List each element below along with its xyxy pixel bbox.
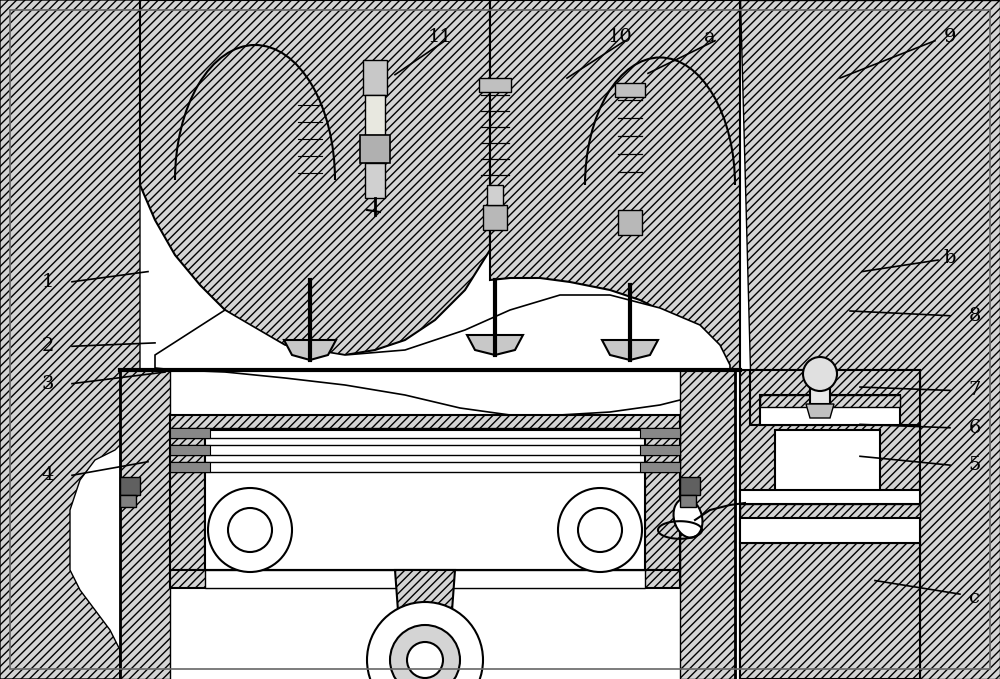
Polygon shape <box>640 445 680 455</box>
Text: 1: 1 <box>42 273 54 291</box>
Bar <box>680 495 696 507</box>
Bar <box>360 135 390 163</box>
Bar <box>740 490 920 504</box>
Polygon shape <box>284 340 336 360</box>
Text: 8: 8 <box>969 307 981 325</box>
Bar <box>760 395 900 407</box>
Polygon shape <box>205 570 645 588</box>
Circle shape <box>390 625 460 679</box>
Polygon shape <box>640 462 680 472</box>
Bar <box>740 518 920 543</box>
Polygon shape <box>680 370 735 679</box>
Bar <box>760 395 900 425</box>
Text: a: a <box>704 29 716 46</box>
Circle shape <box>367 602 483 679</box>
Bar <box>363 60 387 95</box>
Polygon shape <box>467 335 523 355</box>
Bar <box>487 185 503 205</box>
Bar <box>740 504 920 518</box>
Bar <box>479 78 511 92</box>
Text: 7: 7 <box>969 382 981 399</box>
Circle shape <box>803 357 837 391</box>
Text: 3: 3 <box>42 375 54 392</box>
Polygon shape <box>205 430 645 570</box>
Circle shape <box>208 488 292 572</box>
Polygon shape <box>740 0 1000 679</box>
Polygon shape <box>170 428 210 438</box>
Bar <box>483 205 507 230</box>
Polygon shape <box>170 462 210 472</box>
Text: 9: 9 <box>944 29 956 46</box>
Circle shape <box>228 508 272 552</box>
Bar <box>365 95 385 135</box>
Polygon shape <box>395 570 455 679</box>
Bar <box>120 495 136 507</box>
Polygon shape <box>170 415 680 467</box>
Polygon shape <box>806 404 834 418</box>
Text: 4: 4 <box>42 466 54 484</box>
Polygon shape <box>155 295 730 415</box>
Polygon shape <box>140 0 490 355</box>
Polygon shape <box>0 0 140 679</box>
Polygon shape <box>602 340 658 360</box>
Polygon shape <box>645 430 680 570</box>
Bar <box>680 477 700 495</box>
Polygon shape <box>640 428 680 438</box>
Text: 5: 5 <box>969 456 981 474</box>
Text: b: b <box>944 249 956 267</box>
Bar <box>618 210 642 235</box>
Text: 2: 2 <box>42 337 54 355</box>
Bar <box>365 163 385 198</box>
Polygon shape <box>490 0 740 370</box>
Bar <box>615 83 645 97</box>
Bar <box>750 370 920 425</box>
Bar <box>810 374 830 404</box>
Ellipse shape <box>674 498 702 538</box>
Polygon shape <box>120 370 170 679</box>
Polygon shape <box>170 570 680 588</box>
Polygon shape <box>170 445 210 455</box>
Text: 11: 11 <box>428 29 452 46</box>
Circle shape <box>558 488 642 572</box>
Bar <box>120 477 140 495</box>
Bar <box>740 543 920 679</box>
Polygon shape <box>170 430 205 570</box>
Circle shape <box>578 508 622 552</box>
Text: 6: 6 <box>969 419 981 437</box>
Bar <box>775 430 880 679</box>
Text: c: c <box>970 589 980 606</box>
Circle shape <box>407 642 443 678</box>
Polygon shape <box>740 370 920 679</box>
Text: 10: 10 <box>608 29 632 46</box>
